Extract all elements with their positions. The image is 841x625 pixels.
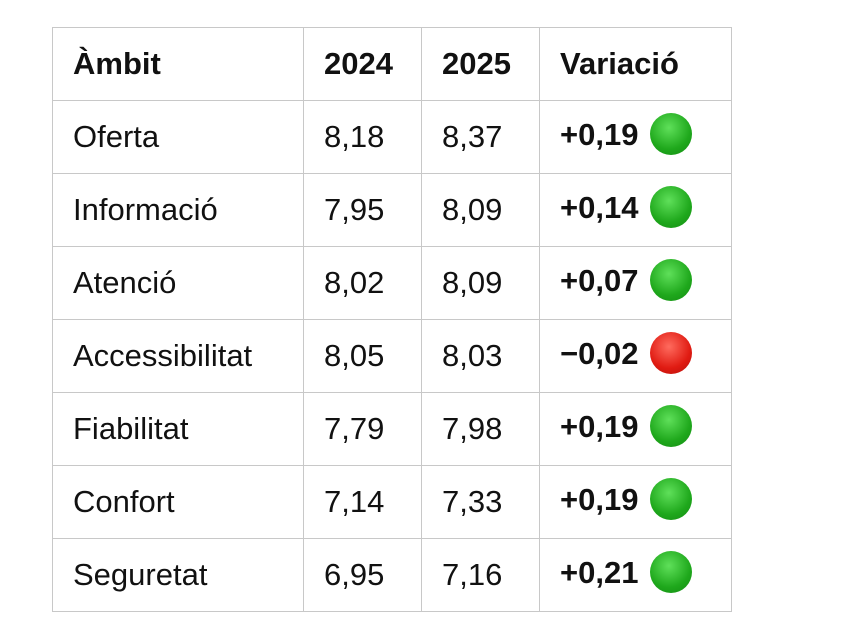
cell-variacio: +0,19 <box>539 100 732 174</box>
cell-ambit: Informació <box>52 173 304 247</box>
cell-2024: 8,18 <box>303 100 422 174</box>
cell-2025: 7,98 <box>421 392 540 466</box>
table-row: Informació 7,95 8,09 +0,14 <box>52 173 732 247</box>
variacio-value: +0,19 <box>560 117 639 153</box>
variacio-value: −0,02 <box>560 336 639 372</box>
table-row: Fiabilitat 7,79 7,98 +0,19 <box>52 392 732 466</box>
table-row: Confort 7,14 7,33 +0,19 <box>52 465 732 539</box>
green-circle-icon <box>650 551 693 593</box>
cell-variacio: +0,07 <box>539 246 732 320</box>
table-row: Atenció 8,02 8,09 +0,07 <box>52 246 732 320</box>
header-2025: 2025 <box>421 27 540 101</box>
cell-2025: 7,16 <box>421 538 540 612</box>
cell-variacio: −0,02 <box>539 319 732 393</box>
cell-ambit: Atenció <box>52 246 304 320</box>
cell-ambit: Confort <box>52 465 304 539</box>
variacio-value: +0,19 <box>560 482 639 518</box>
green-circle-icon <box>650 478 693 520</box>
variacio-value: +0,14 <box>560 190 639 226</box>
cell-2024: 7,79 <box>303 392 422 466</box>
variacio-value: +0,19 <box>560 409 639 445</box>
cell-2024: 8,05 <box>303 319 422 393</box>
cell-2025: 8,37 <box>421 100 540 174</box>
variacio-value: +0,21 <box>560 555 639 591</box>
cell-variacio: +0,21 <box>539 538 732 612</box>
red-circle-icon <box>650 332 693 374</box>
green-circle-icon <box>650 186 693 228</box>
cell-variacio: +0,19 <box>539 392 732 466</box>
header-row: Àmbit 2024 2025 Variació <box>52 27 732 101</box>
cell-2024: 8,02 <box>303 246 422 320</box>
cell-ambit: Accessibilitat <box>52 319 304 393</box>
cell-2025: 8,09 <box>421 246 540 320</box>
cell-ambit: Fiabilitat <box>52 392 304 466</box>
header-ambit: Àmbit <box>52 27 304 101</box>
table-row: Seguretat 6,95 7,16 +0,21 <box>52 538 732 612</box>
cell-variacio: +0,19 <box>539 465 732 539</box>
header-2024: 2024 <box>303 27 422 101</box>
cell-variacio: +0,14 <box>539 173 732 247</box>
cell-2025: 8,03 <box>421 319 540 393</box>
cell-2025: 7,33 <box>421 465 540 539</box>
green-circle-icon <box>650 259 693 301</box>
header-variacio: Variació <box>539 27 732 101</box>
table-row: Accessibilitat 8,05 8,03 −0,02 <box>52 319 732 393</box>
table-row: Oferta 8,18 8,37 +0,19 <box>52 100 732 174</box>
cell-2024: 6,95 <box>303 538 422 612</box>
cell-ambit: Seguretat <box>52 538 304 612</box>
cell-2024: 7,95 <box>303 173 422 247</box>
green-circle-icon <box>650 113 693 155</box>
variacio-value: +0,07 <box>560 263 639 299</box>
cell-2025: 8,09 <box>421 173 540 247</box>
green-circle-icon <box>650 405 693 447</box>
cell-2024: 7,14 <box>303 465 422 539</box>
score-table: Àmbit 2024 2025 Variació Oferta 8,18 8,37 +… <box>52 27 732 612</box>
cell-ambit: Oferta <box>52 100 304 174</box>
